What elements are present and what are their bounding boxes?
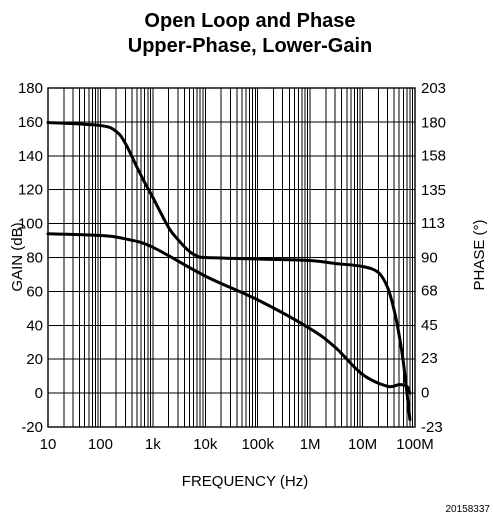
x-tick-label: 10M (348, 436, 377, 453)
x-tick-label: 100k (241, 436, 274, 453)
chart-title-line-1: Open Loop and Phase (144, 10, 355, 32)
phase-curve (46, 121, 412, 421)
x-tick-label: 10k (193, 436, 218, 453)
figure-code: 20158337 (446, 504, 491, 515)
y-tick-label: 160 (18, 114, 43, 131)
y-tick-label: 60 (26, 283, 43, 300)
y2-tick-label: 203 (421, 80, 446, 97)
y2-tick-label: 180 (421, 115, 446, 132)
x-tick-label: 100 (88, 436, 113, 453)
y-tick-label: 80 (26, 250, 43, 267)
x-tick-label: 1M (300, 436, 321, 453)
y-tick-label: 140 (18, 148, 43, 165)
y-tick-label: 100 (18, 216, 43, 233)
plot-frame (47, 87, 416, 428)
y-tick-label: 120 (18, 182, 43, 199)
y2-tick-label: 113 (421, 215, 445, 232)
y2-tick-label: 90 (421, 250, 438, 267)
y2-tick-label: 158 (421, 148, 446, 165)
x-tick-label: 1k (145, 436, 161, 453)
y2-tick-label: 45 (421, 317, 438, 334)
y2-tick-label: 68 (421, 283, 438, 300)
tick-labels: 180160140120100806040200-202031801581351… (18, 80, 446, 453)
y2-tick-label: -23 (421, 419, 443, 436)
y-tick-label: 20 (26, 351, 43, 368)
x-axis-label: FREQUENCY (Hz) (182, 473, 308, 490)
x-tick-label: 100M (396, 436, 434, 453)
y-tick-label: 40 (26, 317, 43, 334)
y-tick-label: 180 (18, 80, 43, 97)
y2-tick-label: 0 (421, 385, 429, 402)
y2-tick-label: 135 (421, 182, 446, 199)
y-tick-label: -20 (21, 419, 43, 436)
data-curves (46, 121, 412, 421)
y2-tick-label: 23 (421, 350, 438, 367)
gain-curve (46, 232, 412, 395)
chart-title-line-2: Upper-Phase, Lower-Gain (128, 35, 373, 57)
x-tick-label: 10 (40, 436, 57, 453)
y-axis-label: GAIN (dB) (9, 222, 26, 291)
y2-axis-label: PHASE (°) (471, 219, 488, 290)
y-tick-label: 0 (35, 385, 43, 402)
